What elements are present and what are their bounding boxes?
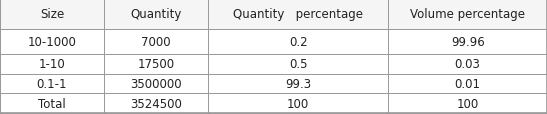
Text: Quantity: Quantity (130, 8, 182, 21)
Bar (104, 74, 208, 93)
Bar (388, 55, 547, 74)
Bar (208, 74, 388, 93)
Text: 10-1000: 10-1000 (27, 36, 77, 49)
Bar (388, 0, 547, 30)
Bar (208, 0, 388, 30)
Bar (388, 30, 547, 55)
Text: Total: Total (38, 97, 66, 110)
Text: 1-10: 1-10 (39, 58, 65, 71)
Text: 100: 100 (457, 97, 479, 110)
Bar (0, 74, 104, 93)
Bar (104, 0, 208, 30)
Bar (0, 93, 104, 113)
Bar (104, 55, 208, 74)
Bar (0, 30, 104, 55)
Bar (388, 74, 547, 93)
Bar (208, 93, 388, 113)
Text: Size: Size (40, 8, 64, 21)
Text: 7000: 7000 (141, 36, 171, 49)
Text: 0.1-1: 0.1-1 (37, 77, 67, 90)
Bar (208, 55, 388, 74)
Text: Volume percentage: Volume percentage (410, 8, 525, 21)
Text: 0.01: 0.01 (455, 77, 481, 90)
Text: 100: 100 (287, 97, 309, 110)
Text: 0.2: 0.2 (289, 36, 307, 49)
Bar (388, 93, 547, 113)
Bar (104, 93, 208, 113)
Text: 3500000: 3500000 (130, 77, 182, 90)
Text: 0.5: 0.5 (289, 58, 307, 71)
Text: 3524500: 3524500 (130, 97, 182, 110)
Text: 0.03: 0.03 (455, 58, 481, 71)
Bar (208, 30, 388, 55)
Text: 17500: 17500 (137, 58, 174, 71)
Text: 99.3: 99.3 (285, 77, 311, 90)
Bar (104, 30, 208, 55)
Text: Quantity   percentage: Quantity percentage (233, 8, 363, 21)
Bar (0, 55, 104, 74)
Bar (0, 0, 104, 30)
Text: 99.96: 99.96 (451, 36, 485, 49)
